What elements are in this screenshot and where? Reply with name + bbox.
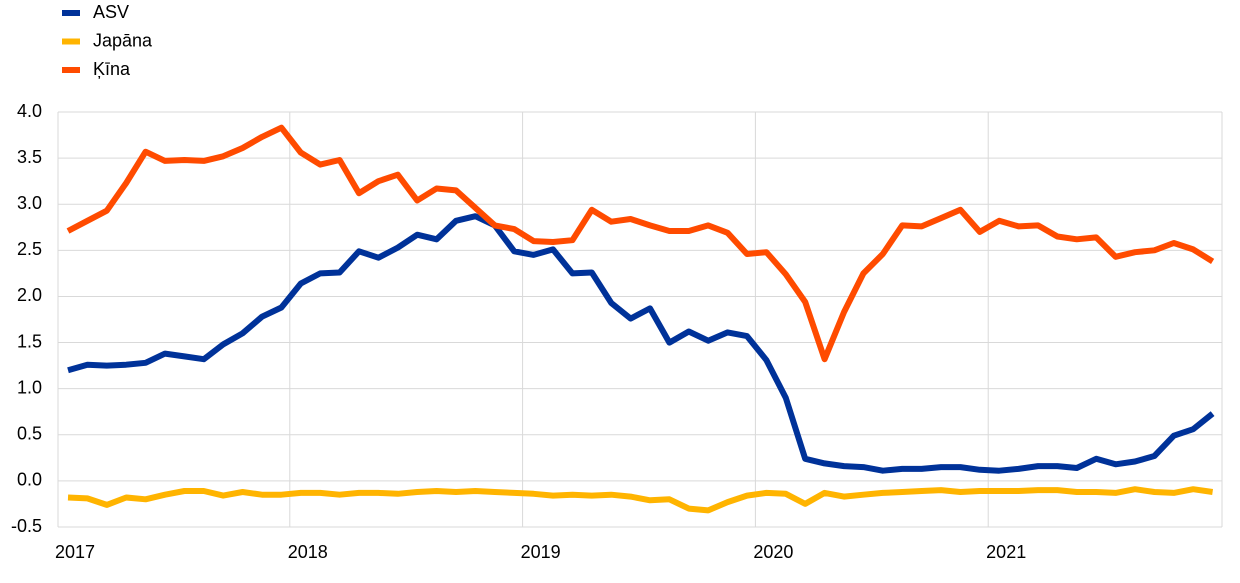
y-tick-label: 1.5 — [17, 331, 42, 351]
series-line — [67, 213, 1215, 474]
y-tick-label: 3.5 — [17, 147, 42, 167]
y-tick-label: 0.5 — [17, 424, 42, 444]
x-tick-label: 2017 — [55, 542, 95, 562]
x-tick-label: 2019 — [521, 542, 561, 562]
series-line — [66, 124, 1215, 363]
series-line — [67, 486, 1214, 514]
y-tick-label: 0.0 — [17, 470, 42, 490]
x-tick-label: 2020 — [753, 542, 793, 562]
y-tick-label: -0.5 — [11, 516, 42, 536]
x-tick-label: 2021 — [986, 542, 1026, 562]
legend-label: ASV — [93, 2, 129, 22]
x-tick-label: 2018 — [288, 542, 328, 562]
y-tick-label: 2.5 — [17, 239, 42, 259]
legend-label: Ķīna — [93, 59, 131, 79]
y-tick-label: 4.0 — [17, 101, 42, 121]
legend-label: Japāna — [93, 30, 153, 50]
y-tick-label: 1.0 — [17, 377, 42, 397]
y-tick-label: 2.0 — [17, 285, 42, 305]
y-tick-label: 3.0 — [17, 193, 42, 213]
